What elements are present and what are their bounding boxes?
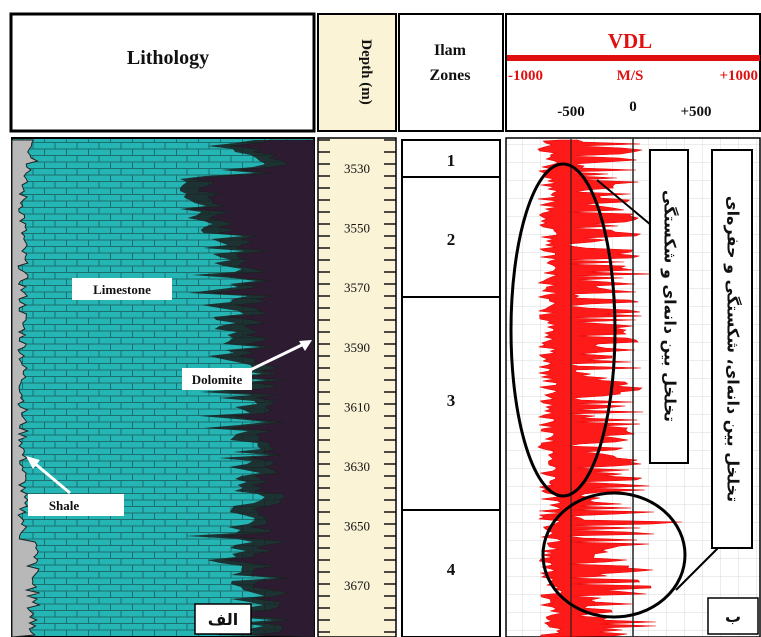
panel-b-label: ب	[725, 607, 741, 626]
upper-annotation: تخلخل بین دانه‌ای و شکستگی	[661, 190, 680, 422]
lower-porosity-ellipse	[541, 491, 687, 619]
limestone-label-box	[72, 278, 172, 300]
vdl-track: تخلخل بین دانه‌ای و شکستگی تخلخل بین دان…	[505, 137, 761, 637]
shale-label-box	[28, 494, 124, 516]
vdl-scale-right: +1000	[719, 68, 758, 84]
zone-1-label: 1	[447, 151, 456, 170]
lithology-track: Limestone Dolomite Shale الف	[11, 137, 315, 637]
depth-label: 3670	[344, 578, 370, 593]
zones-header-box	[398, 13, 504, 132]
header-row: Lithology Depth (m) Ilam Zones VDL -1000…	[9, 12, 761, 133]
depth-label: 3610	[344, 399, 370, 414]
zone-4-label: 4	[447, 560, 456, 579]
vdl-tick-0: 0	[629, 99, 637, 115]
shale-arrow-head	[26, 456, 40, 469]
shale-label: Shale	[49, 498, 80, 513]
dolomite-label-box	[182, 368, 252, 390]
depth-label: 3590	[344, 340, 370, 355]
depth-labels: 3530 3550 3570 3590 3610 3630 3650 3670	[344, 161, 370, 593]
depth-header: Depth (m)	[358, 39, 374, 104]
zone-2-label: 2	[447, 230, 456, 249]
depth-label: 3530	[344, 161, 370, 176]
shale-arrow	[32, 460, 71, 495]
depth-label: 3650	[344, 519, 370, 534]
panel-a-label: الف	[208, 610, 239, 629]
dolomite-arrow	[245, 341, 307, 374]
depth-track-bg	[317, 137, 397, 637]
zone-4-box	[401, 509, 501, 637]
zone-3-label: 3	[447, 391, 456, 410]
zones-header-ilam: Ilam	[434, 42, 467, 59]
lower-annotation: تخلخل بین دانه‌ای، شکستگی و حفره‌ای	[724, 196, 743, 502]
limestone-label: Limestone	[93, 282, 151, 297]
depth-label: 3630	[344, 459, 370, 474]
upper-porosity-ellipse	[509, 162, 617, 498]
panel-a-box	[194, 603, 252, 635]
lower-annotation-box	[711, 149, 753, 549]
depth-header-box	[317, 13, 397, 132]
zones-header-zones: Zones	[430, 67, 471, 84]
shale-band	[11, 139, 41, 637]
depth-label: 3570	[344, 280, 370, 295]
upper-annotation-leader	[596, 179, 652, 226]
vdl-scale-bar	[507, 55, 760, 61]
zones-track: 1 2 3 4	[401, 139, 501, 637]
lithology-header: Lithology	[127, 47, 209, 69]
lithology-header-box	[9, 12, 316, 133]
depth-label: 3550	[344, 221, 370, 236]
panel-b-box	[707, 597, 759, 635]
vdl-tick-m500: -500	[557, 104, 585, 120]
vdl-header-box	[505, 13, 761, 132]
vdl-title: VDL	[608, 29, 652, 53]
vdl-scale-unit: M/S	[617, 68, 644, 84]
lower-annotation-leader	[675, 546, 720, 591]
depth-ticks	[318, 139, 396, 633]
dolomite-arrow-head	[299, 340, 312, 351]
vdl-scale-left: -1000	[508, 68, 543, 84]
depth-track: 3530 3550 3570 3590 3610 3630 3650 3670	[317, 137, 397, 637]
upper-annotation-box	[649, 149, 689, 464]
dolomite-label: Dolomite	[192, 372, 243, 387]
vdl-tick-p500: +500	[680, 104, 711, 120]
